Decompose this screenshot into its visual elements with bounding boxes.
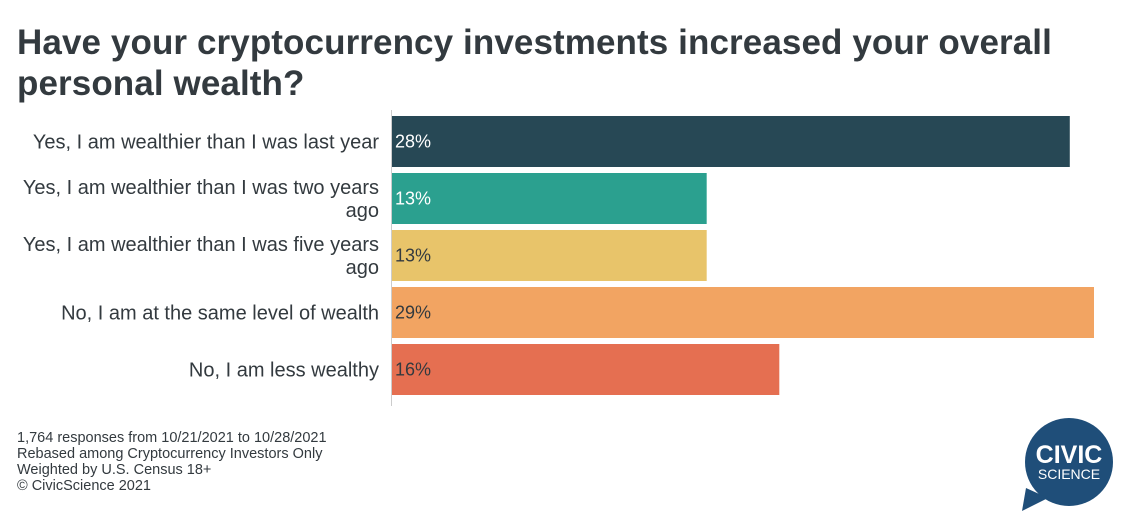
category-label: No, I am at the same level of wealth [61, 303, 379, 325]
logo-text-science: SCIENCE [1038, 466, 1100, 482]
bar-value-label: 28% [395, 132, 431, 152]
bar [392, 230, 707, 281]
bar [392, 287, 1094, 338]
bar-value-label: 16% [395, 360, 431, 380]
footnote-copyright: © CivicScience 2021 [17, 478, 151, 494]
footnote-weighting: Weighted by U.S. Census 18+ [17, 462, 212, 478]
bar-value-label: 13% [395, 246, 431, 266]
bar [392, 173, 707, 224]
logo-bubble-tail [1022, 488, 1048, 511]
footnote-responses: 1,764 responses from 10/21/2021 to 10/28… [17, 430, 327, 446]
bar-chart: 28% Yes, I am wealthier than I was last y… [23, 110, 1094, 406]
bar [392, 116, 1070, 167]
category-label: ago [346, 200, 379, 222]
civicscience-logo: CIVIC SCIENCE [1022, 418, 1113, 511]
category-label: Yes, I am wealthier than I was two years [23, 177, 379, 199]
bar-value-label: 13% [395, 189, 431, 209]
category-label: Yes, I am wealthier than I was five year… [23, 234, 379, 256]
bar [392, 344, 780, 395]
chart-title: Have your cryptocurrency investments inc… [17, 23, 1052, 103]
logo-text-civic: CIVIC [1036, 441, 1103, 469]
chart-footnote: 1,764 responses from 10/21/2021 to 10/28… [17, 430, 327, 494]
bar-value-label: 29% [395, 303, 431, 323]
category-label: ago [346, 257, 379, 279]
footnote-rebased: Rebased among Cryptocurrency Investors O… [17, 446, 323, 462]
category-label: Yes, I am wealthier than I was last year [33, 132, 379, 154]
category-label: No, I am less wealthy [189, 360, 379, 382]
logo-bubble [1025, 418, 1113, 506]
